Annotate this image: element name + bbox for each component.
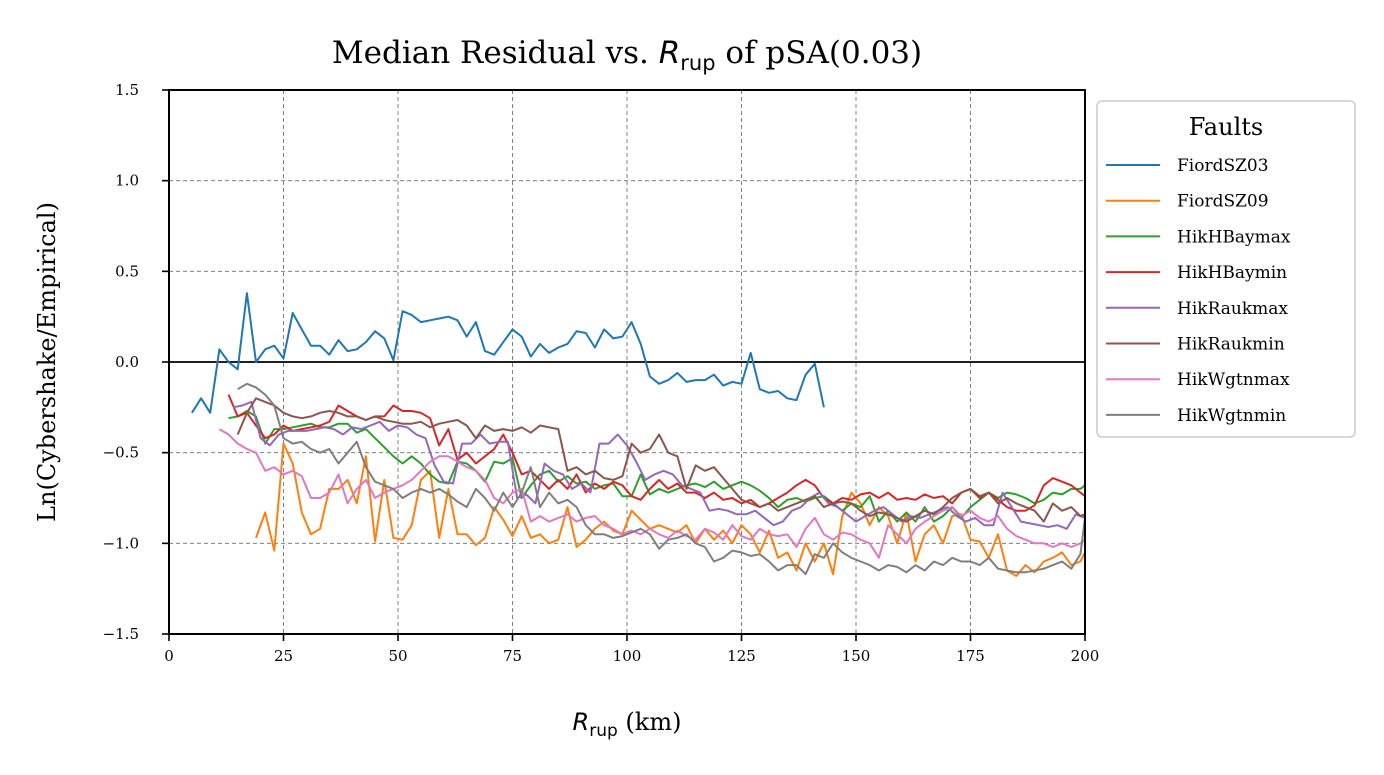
y-axis-label: Ln(Cybershake/Empirical) [33,202,61,522]
legend-label: HikRaukmax [1177,299,1288,319]
legend-title: Faults [1189,113,1263,141]
legend-item-hikhbaymin: HikHBaymin [1106,263,1287,283]
legend-item-hikhbaymax: HikHBaymax [1106,227,1291,247]
x-tick-label: 25 [274,647,293,665]
y-tick-label: 1.5 [115,81,139,99]
series-line-fiordsz03 [191,292,825,414]
legend: Faults FiordSZ03 FiordSZ09 HikHBaymax HikHB… [1096,100,1356,438]
x-axis-label-suffix: (km) [618,708,682,736]
y-tick-label: −1.0 [103,534,139,552]
legend-item-fiordsz03: FiordSZ03 [1106,156,1269,176]
axis-ticks: 0 25 50 75 100 125 150 175 200 −1.5 −1.0 −0.5 0.0 0.5… [103,81,1100,665]
x-tick-label: 125 [727,647,756,665]
legend-items: FiordSZ03 FiordSZ09 HikHBaymax HikHBaymin Hi… [1106,156,1291,426]
chart-title-sub: rup [680,51,715,75]
legend-label: FiordSZ03 [1177,156,1269,176]
legend-label: HikHBaymin [1177,263,1287,283]
x-tick-label: 50 [388,647,407,665]
series-lines [191,292,1086,577]
y-tick-label: −1.5 [103,625,139,643]
chart-title-suffix: of pSA(0.03) [716,35,923,71]
x-tick-label: 75 [503,647,522,665]
series-line-hikwgtnmin [237,382,1086,576]
y-tick-label: −0.5 [103,444,139,462]
legend-label: FiordSZ09 [1177,192,1269,212]
x-tick-label: 100 [613,647,642,665]
legend-label: HikWgtnmin [1177,406,1286,426]
series-line-hikwgtnmax [218,428,1086,559]
chart-title: Median Residual vs. Rrup of pSA(0.03) [332,35,922,75]
x-tick-label: 0 [164,647,174,665]
y-tick-label: 1.0 [115,172,139,190]
chart-title-prefix: Median Residual vs. [332,35,659,71]
legend-label: HikHBaymax [1177,227,1291,247]
legend-item-hikwgtnmax: HikWgtnmax [1106,370,1290,390]
grid [169,90,1085,634]
x-axis-label: Rrup (km) [573,708,682,741]
series-line-hikhbaymax [228,410,1086,523]
legend-label: HikRaukmin [1177,335,1285,355]
legend-item-hikwgtnmin: HikWgtnmin [1106,406,1286,426]
legend-item-hikraukmax: HikRaukmax [1106,299,1288,319]
x-axis-label-var: R [573,708,590,736]
series-line-hikraukmax [232,400,1086,530]
y-tick-label: 0.0 [115,353,139,371]
legend-item-fiordsz09: FiordSZ09 [1106,192,1269,212]
legend-label: HikWgtnmax [1177,370,1290,390]
x-tick-label: 175 [956,647,985,665]
chart-title-var: R [659,35,681,71]
x-tick-label: 200 [1071,647,1100,665]
series-line-fiordsz09 [255,442,1086,577]
series-line-hikraukmin [236,397,1086,523]
legend-item-hikraukmin: HikRaukmin [1106,335,1285,355]
legend-box [1096,100,1356,438]
y-tick-label: 0.5 [115,262,139,280]
x-axis-label-sub: rup [589,721,618,741]
x-tick-label: 150 [842,647,871,665]
